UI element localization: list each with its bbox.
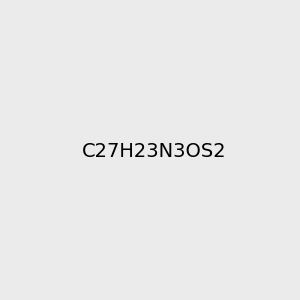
Text: C27H23N3OS2: C27H23N3OS2 [81, 142, 226, 161]
